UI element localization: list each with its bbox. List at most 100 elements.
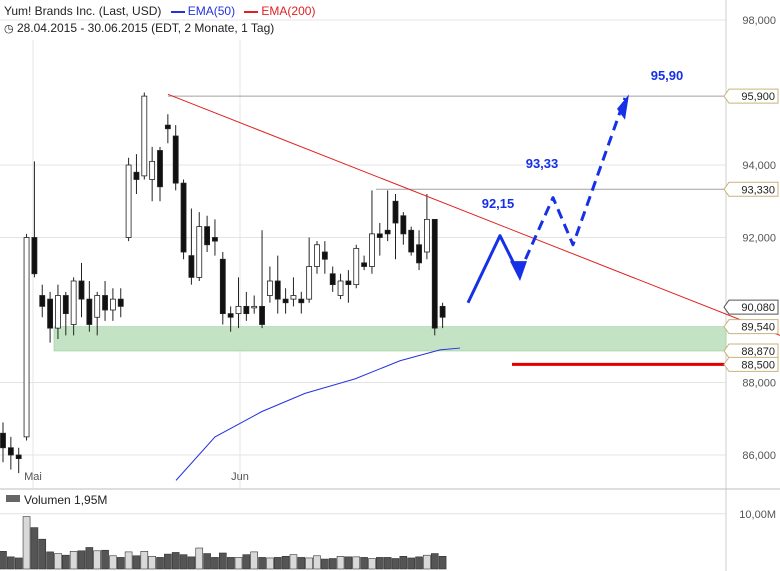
volume-tick-label: 10,00M [739, 509, 776, 521]
price-label-box [723, 319, 779, 335]
candle [345, 270, 352, 303]
price-label-text: 95,900 [741, 91, 775, 103]
forecast-dashed-arrowhead [617, 94, 629, 120]
overlays: 92,15 93,33 95,90 [167, 68, 780, 481]
support-zone-group [53, 326, 727, 352]
candle-body [376, 233, 383, 238]
volume-bar [415, 556, 423, 570]
candle-body [400, 215, 407, 235]
candle [219, 252, 226, 325]
candle [78, 262, 85, 318]
volume-bar [391, 558, 400, 570]
candle-body [416, 244, 422, 264]
candle [204, 215, 211, 252]
price-label-text: 93,330 [741, 184, 775, 196]
candle [94, 291, 101, 336]
candle [337, 273, 344, 300]
price-label-box [723, 343, 779, 359]
x-tick-label: Jun [231, 471, 249, 483]
candle [102, 281, 108, 321]
candle-body [259, 305, 265, 325]
candle-body [298, 298, 305, 304]
candle [133, 154, 140, 194]
volume-bar [430, 553, 439, 570]
volume-bar [22, 516, 31, 570]
volume-label: Volumen 1,95M [24, 493, 107, 507]
candle [235, 277, 242, 329]
candle-body [227, 313, 234, 318]
volume-bar [171, 552, 180, 570]
candle [125, 157, 132, 242]
volume-bar [38, 538, 47, 570]
volume-bar [0, 551, 7, 570]
candle-body [94, 295, 101, 318]
candle-body [157, 150, 163, 188]
candle [251, 295, 258, 314]
candle [282, 288, 289, 314]
candle [7, 436, 14, 470]
volume-bar [148, 556, 156, 570]
candle-body [219, 258, 226, 315]
price-label: 90,080 [723, 299, 779, 315]
price-label-text: 88,500 [741, 359, 775, 371]
forecast-dashed-arrow [517, 97, 627, 275]
candle-body [31, 237, 38, 275]
candle-body [431, 218, 438, 329]
candle [55, 284, 61, 339]
candle [0, 422, 6, 463]
price-label-box [723, 88, 779, 104]
volume-bar [226, 557, 235, 570]
price-label-text: 90,080 [741, 302, 775, 314]
candle-body [423, 218, 430, 253]
candle [117, 288, 124, 318]
candle [62, 291, 69, 336]
volume-legend-swatch [6, 495, 20, 502]
candle-body [133, 171, 140, 180]
y-tick-label: 92,000 [742, 233, 776, 245]
candle [400, 212, 407, 245]
candle [180, 179, 187, 260]
volume-bar [305, 557, 313, 570]
candle-body [125, 164, 132, 238]
candle-body [7, 447, 14, 456]
candle [188, 208, 195, 285]
candle [439, 302, 446, 329]
volume-bar [281, 556, 290, 570]
candle [306, 237, 313, 303]
candle [431, 218, 438, 336]
candle-body [172, 135, 179, 184]
candle-body [306, 266, 313, 300]
candle-body [86, 298, 93, 325]
volume-bar [258, 557, 266, 570]
candle [423, 194, 430, 260]
volume-bar [360, 557, 368, 570]
price-label-box [723, 181, 779, 197]
volume-bar [313, 555, 321, 570]
volume-bar [30, 527, 39, 570]
volume-bar [93, 550, 101, 570]
candle-body [392, 200, 399, 224]
candle-body [290, 295, 297, 300]
x-tick-label: Mai [24, 471, 42, 483]
volume-bar [46, 551, 54, 570]
volume-bar [187, 556, 196, 570]
volume-bar [383, 557, 392, 570]
candle-body [117, 298, 124, 307]
candle-body [55, 295, 61, 329]
trend-lines [168, 95, 726, 190]
volume-bar [101, 549, 109, 570]
volume-bar [266, 557, 274, 570]
volume-bar [132, 555, 141, 570]
candle-body [62, 295, 69, 315]
volume-bar [352, 556, 361, 570]
candle [321, 241, 328, 274]
candle [141, 92, 148, 180]
volume-bar [242, 554, 251, 570]
support-zone [53, 326, 727, 352]
candle [408, 226, 415, 256]
candle [23, 233, 30, 441]
candle [274, 255, 281, 314]
volume-bar [85, 547, 94, 570]
forecast-annotation: 93,33 [526, 156, 559, 171]
